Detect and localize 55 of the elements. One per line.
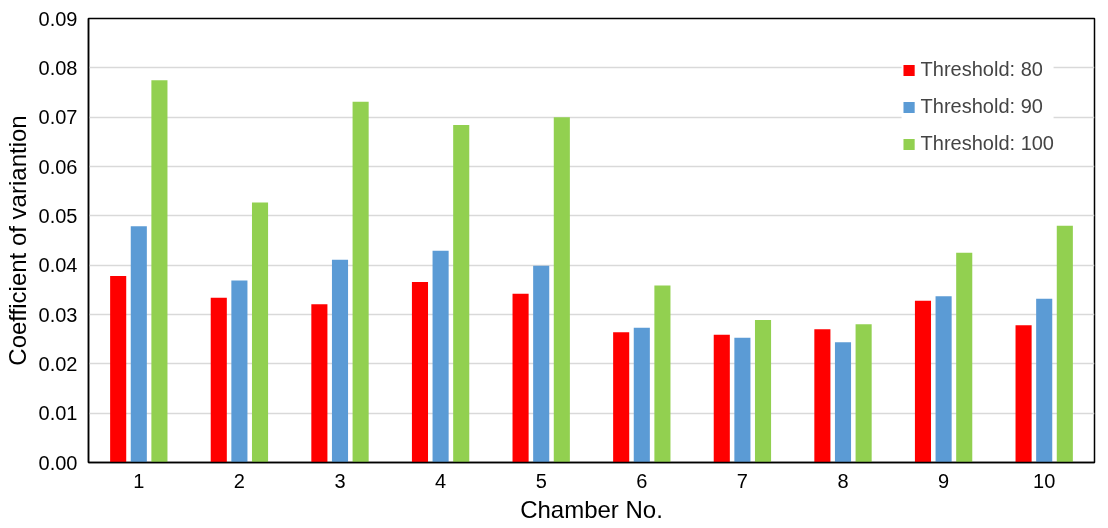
y-tick-label: 0.04: [38, 254, 78, 277]
bar: [110, 276, 127, 463]
bar: [1015, 325, 1032, 463]
y-axis-title: Coefficient of variantion: [3, 115, 31, 366]
bar: [956, 252, 973, 463]
bar: [432, 250, 449, 463]
x-tick-label: 10: [1033, 469, 1056, 492]
bar: [453, 125, 470, 463]
y-tick-label: 0.05: [38, 204, 78, 227]
bar: [331, 259, 349, 463]
bar: [210, 297, 227, 463]
bar: [411, 281, 429, 463]
bar: [855, 324, 872, 463]
bar: [1036, 298, 1053, 463]
bar: [613, 332, 630, 463]
bar: [533, 265, 550, 463]
legend-label: Threshold: 100: [920, 132, 1054, 155]
bar: [553, 117, 570, 463]
x-tick-label: 2: [233, 469, 245, 492]
x-tick-label: 5: [535, 469, 547, 492]
bar: [814, 329, 831, 463]
bar: [713, 334, 730, 463]
bar: [935, 296, 952, 463]
bar: [914, 300, 932, 463]
bar: [1056, 225, 1073, 463]
x-axis-title: Chamber No.: [520, 495, 663, 523]
bar: [251, 202, 269, 463]
legend-label: Threshold: 90: [920, 95, 1043, 118]
bar: [633, 327, 650, 463]
bar: [754, 319, 772, 463]
bar: [311, 304, 328, 463]
y-tick-label: 0.00: [38, 451, 78, 474]
x-tick-label: 3: [334, 469, 346, 492]
x-tick-label: 7: [736, 469, 748, 492]
bar: [734, 337, 751, 463]
bar: [151, 80, 168, 463]
x-tick-label: 8: [837, 469, 849, 492]
bar: [834, 342, 852, 463]
y-tick-label: 0.06: [38, 155, 78, 178]
legend-label: Threshold: 80: [920, 58, 1043, 81]
x-tick-label: 4: [435, 469, 447, 492]
bar: [352, 101, 369, 463]
y-tick-label: 0.03: [38, 303, 78, 326]
x-tick-label: 9: [938, 469, 950, 492]
x-tick-label: 6: [636, 469, 648, 492]
y-tick-label: 0.01: [38, 402, 78, 425]
y-tick-label: 0.02: [38, 352, 78, 375]
y-tick-label: 0.08: [38, 56, 78, 79]
bar: [654, 285, 671, 463]
y-tick-label: 0.09: [38, 7, 78, 30]
bar: [130, 226, 147, 463]
bar: [231, 280, 248, 463]
x-tick-label: 1: [133, 469, 145, 492]
bar: [512, 293, 529, 463]
y-tick-label: 0.07: [38, 106, 78, 129]
